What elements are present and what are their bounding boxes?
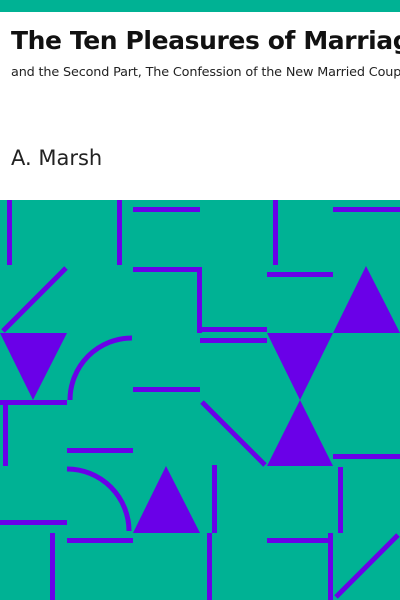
pattern-bar: [67, 448, 133, 453]
pattern-bar: [67, 538, 133, 543]
pattern-arc: [66, 466, 132, 532]
pattern-triangle: [267, 400, 333, 466]
pattern-bar: [212, 465, 217, 533]
pattern-bar: [7, 200, 12, 265]
pattern-bar: [133, 387, 200, 392]
pattern-lines: [1, 266, 400, 599]
pattern-bar: [207, 533, 212, 600]
pattern-bar: [0, 520, 67, 525]
pattern-bar: [133, 207, 200, 212]
pattern-bar: [133, 267, 200, 272]
pattern-bar: [328, 533, 333, 600]
pattern-diagonal: [200, 400, 267, 467]
pattern-bar: [200, 338, 267, 343]
book-author: A. Marsh: [11, 146, 103, 170]
pattern-shapes: [0, 200, 400, 600]
pattern-bar: [273, 200, 278, 265]
cover-pattern: [0, 200, 400, 600]
pattern-bar: [338, 467, 343, 533]
top-accent-bar: [0, 0, 400, 12]
pattern-bar: [267, 538, 333, 543]
pattern-bar: [50, 533, 55, 600]
pattern-bar: [0, 400, 67, 405]
pattern-arc: [67, 335, 133, 401]
pattern-bar: [200, 327, 267, 332]
pattern-diagonal: [334, 533, 400, 599]
book-title: The Ten Pleasures of Marriage: [11, 26, 400, 55]
pattern-bar: [197, 267, 202, 333]
pattern-triangle: [133, 466, 200, 533]
pattern-bar: [3, 400, 8, 466]
pattern-bar: [267, 272, 333, 277]
pattern-diagonal: [1, 266, 68, 333]
pattern-triangle: [267, 333, 333, 400]
pattern-triangle: [333, 266, 400, 333]
pattern-bar: [333, 207, 400, 212]
pattern-bar: [117, 200, 122, 265]
book-subtitle: and the Second Part, The Confession of t…: [11, 65, 400, 80]
pattern-triangle: [0, 333, 67, 400]
pattern-bar: [333, 454, 400, 459]
